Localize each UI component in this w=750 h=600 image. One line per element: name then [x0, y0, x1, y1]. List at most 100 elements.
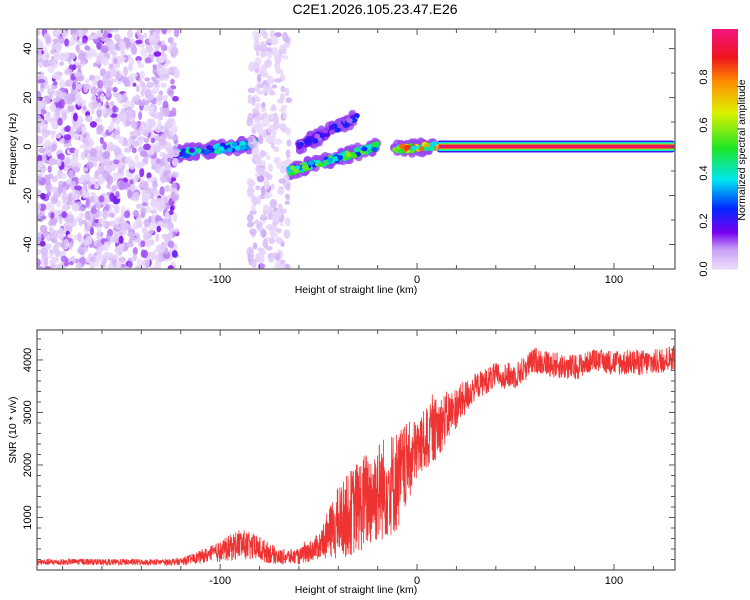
track-blob: [182, 152, 189, 158]
track-blob: [234, 145, 241, 151]
noise-blob: [143, 143, 151, 151]
noise-blob: [109, 235, 115, 243]
colorbar-swatch: [712, 59, 738, 62]
noise-blob: [251, 259, 257, 267]
colorbar-swatch: [712, 157, 738, 160]
noise-blob: [262, 84, 269, 94]
noise-blob: [252, 242, 258, 250]
noise-blob: [120, 205, 126, 215]
noise-blob: [256, 90, 264, 95]
noise-blob: [249, 228, 257, 236]
noise-blob: [268, 256, 275, 263]
noise-blob: [110, 78, 117, 83]
snr-plot: -100 0 100 1000 2000 3000 4000: [22, 329, 676, 587]
colorbar-swatch: [712, 141, 738, 144]
colorbar-swatch: [712, 79, 738, 82]
noise-blob: [274, 138, 283, 145]
noise-blob: [39, 240, 46, 247]
noise-blob: [103, 81, 110, 90]
noise-blob: [150, 76, 157, 81]
colorbar-swatch: [712, 215, 738, 218]
track-blob: [322, 159, 329, 165]
noise-blob: [84, 235, 93, 245]
noise-blob: [112, 91, 118, 97]
noise-blob: [123, 66, 129, 76]
noise-blob: [273, 146, 280, 153]
noise-blob: [50, 186, 58, 193]
noise-blob: [37, 189, 42, 194]
colorbar-swatch: [712, 49, 738, 52]
noise-blob: [253, 39, 260, 49]
noise-blob: [46, 149, 52, 157]
noise-blob: [101, 56, 110, 66]
noise-blob: [144, 57, 152, 64]
noise-blob: [281, 126, 288, 133]
noise-blob: [262, 238, 269, 249]
colorbar-swatch: [712, 93, 738, 96]
noise-blob: [171, 171, 179, 179]
noise-blob: [255, 49, 260, 57]
noise-blob: [167, 157, 172, 162]
bottom-frame: [36, 329, 676, 571]
noise-blob: [63, 52, 69, 61]
noise-blob: [51, 176, 58, 183]
noise-blob: [260, 159, 267, 166]
colorbar-swatch: [712, 125, 738, 128]
noise-blob: [64, 30, 69, 36]
noise-blob: [142, 157, 147, 165]
noise-blob: [78, 177, 84, 184]
noise-blob: [160, 134, 168, 140]
top-x-tick-label: 100: [605, 274, 623, 286]
colorbar-swatch: [712, 29, 738, 32]
noise-blob: [267, 163, 274, 173]
noise-blob: [82, 167, 89, 172]
colorbar-swatch: [712, 183, 738, 186]
noise-blob: [120, 263, 126, 268]
bottom-x-tick-label: 100: [605, 575, 623, 587]
noise-blob: [43, 59, 49, 68]
noise-blob: [61, 211, 68, 219]
noise-blob: [77, 248, 85, 254]
noise-blob: [49, 50, 57, 55]
noise-blob: [120, 48, 126, 57]
track-blob: [361, 146, 368, 152]
noise-blob: [48, 158, 55, 166]
noise-blob: [98, 29, 105, 36]
noise-blob: [278, 107, 287, 113]
noise-blob: [154, 163, 160, 174]
noise-blob: [252, 196, 258, 206]
noise-blob: [102, 156, 111, 165]
noise-blob: [146, 251, 155, 257]
noise-blob: [273, 220, 280, 225]
noise-blob: [150, 40, 158, 46]
bottom-y-tick-label: 3000: [22, 400, 34, 424]
track-blob: [244, 145, 251, 151]
noise-blob: [266, 193, 273, 198]
track-blob: [328, 124, 335, 130]
colorbar-swatch: [712, 225, 738, 228]
noise-blob: [160, 82, 167, 88]
track-blob: [304, 138, 311, 144]
colorbar-swatch: [712, 211, 738, 214]
noise-blob: [136, 258, 143, 267]
noise-blob: [145, 240, 154, 245]
noise-blob: [54, 71, 60, 81]
colorbar-tick-label: 0.4: [698, 165, 710, 180]
noise-blob: [113, 29, 120, 33]
noise-blob: [103, 241, 110, 252]
top-y-tick-label: 0: [22, 143, 34, 149]
noise-blob: [105, 174, 111, 183]
noise-blob: [269, 113, 275, 121]
noise-blob: [247, 221, 255, 226]
noise-blob: [79, 144, 88, 149]
noise-blob: [46, 201, 55, 211]
track-blob: [428, 146, 435, 152]
noise-blob: [155, 29, 161, 36]
track-blob: [423, 146, 430, 152]
noise-blob: [47, 60, 56, 66]
noise-blob: [139, 150, 148, 158]
spectrogram-marks: [37, 29, 675, 269]
noise-blob: [84, 115, 93, 123]
colorbar-swatch: [712, 177, 738, 180]
track-blob: [329, 129, 336, 135]
